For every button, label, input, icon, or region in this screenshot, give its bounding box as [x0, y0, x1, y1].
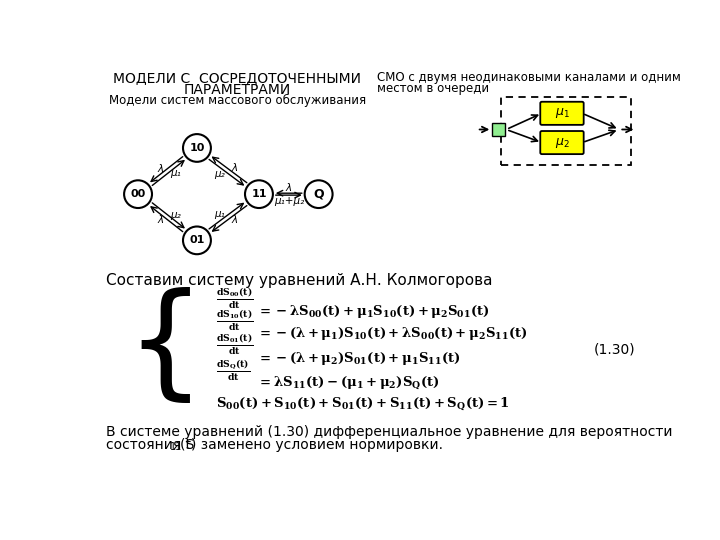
Text: Q: Q [313, 188, 324, 201]
Text: В системе уравнений (1.30) дифференциальное уравнение для вероятности: В системе уравнений (1.30) дифференциаль… [106, 425, 672, 439]
Circle shape [183, 226, 211, 254]
Bar [500, 97, 631, 165]
Text: $\mu_1$: $\mu_1$ [554, 106, 570, 120]
Text: 00: 00 [130, 189, 145, 199]
Text: λ: λ [158, 214, 164, 225]
Text: {: { [125, 287, 204, 408]
Text: μ₂: μ₂ [215, 169, 225, 179]
Text: 10: 10 [189, 143, 204, 153]
Text: $\mathbf{\frac{dS_{10}(t)}{dt}}$: $\mathbf{\frac{dS_{10}(t)}{dt}}$ [216, 308, 254, 333]
Text: Составим систему уравнений А.Н. Колмогорова: Составим систему уравнений А.Н. Колмогор… [106, 273, 492, 288]
Text: $\mathbf{= \lambda S_{11}(t)-(\mu_1+\mu_2)S_Q(t)}$: $\mathbf{= \lambda S_{11}(t)-(\mu_1+\mu_… [256, 375, 439, 392]
Text: $\mathbf{\frac{dS_{00}(t)}{dt}}$: $\mathbf{\frac{dS_{00}(t)}{dt}}$ [216, 287, 254, 311]
FancyBboxPatch shape [540, 102, 584, 125]
Text: μ₁: μ₁ [170, 168, 181, 178]
Circle shape [124, 180, 152, 208]
FancyBboxPatch shape [540, 131, 584, 154]
Text: $\mu_2$: $\mu_2$ [554, 136, 570, 150]
Text: λ: λ [286, 183, 292, 193]
Text: μ₁: μ₁ [215, 209, 225, 219]
Text: состояния S: состояния S [106, 438, 194, 453]
Text: λ: λ [231, 215, 238, 225]
Text: Модели систем массового обслуживания: Модели систем массового обслуживания [109, 94, 366, 107]
Circle shape [183, 134, 211, 162]
Circle shape [305, 180, 333, 208]
Text: 11: 11 [170, 442, 182, 452]
Text: λ: λ [158, 164, 164, 174]
Text: $\mathbf{= -(\lambda+\mu_1)S_{10}(t)+\lambda S_{00}(t)+\mu_2 S_{11}(t)}$: $\mathbf{= -(\lambda+\mu_1)S_{10}(t)+\la… [256, 325, 527, 342]
Bar [492, 123, 505, 136]
Text: $\mathbf{= -\lambda S_{00}(t)+\mu_1 S_{10}(t)+\mu_2 S_{01}(t)}$: $\mathbf{= -\lambda S_{00}(t)+\mu_1 S_{1… [256, 303, 489, 321]
Text: $\mathbf{= -(\lambda+\mu_2)S_{01}(t)+\mu_1 S_{11}(t)}$: $\mathbf{= -(\lambda+\mu_2)S_{01}(t)+\mu… [256, 350, 460, 367]
Text: $\mathbf{\frac{dS_{01}(t)}{dt}}$: $\mathbf{\frac{dS_{01}(t)}{dt}}$ [216, 333, 254, 357]
Text: μ₁+μ₂: μ₁+μ₂ [274, 196, 304, 206]
Text: (t) заменено условием нормировки.: (t) заменено условием нормировки. [180, 438, 443, 453]
Text: местом в очереди: местом в очереди [377, 82, 489, 94]
Text: 01: 01 [189, 235, 204, 245]
Circle shape [245, 180, 273, 208]
Text: 11: 11 [251, 189, 266, 199]
Text: СМО с двумя неодинаковыми каналами и одним: СМО с двумя неодинаковыми каналами и одн… [377, 71, 680, 84]
Text: (1.30): (1.30) [594, 343, 635, 357]
Text: μ₂: μ₂ [170, 210, 181, 220]
Text: $\mathbf{\frac{dS_Q(t)}{dt}}$: $\mathbf{\frac{dS_Q(t)}{dt}}$ [216, 358, 251, 383]
Text: λ: λ [231, 163, 238, 173]
Text: $\mathbf{S_{00}(t)+S_{10}(t)+S_{01}(t)+S_{11}(t)+S_Q(t)=1}$: $\mathbf{S_{00}(t)+S_{10}(t)+S_{01}(t)+S… [216, 396, 510, 413]
Text: МОДЕЛИ С  СОСРЕДОТОЧЕННЫМИ: МОДЕЛИ С СОСРЕДОТОЧЕННЫМИ [113, 71, 361, 85]
Text: ПАРАМЕТРАМИ: ПАРАМЕТРАМИ [184, 83, 291, 97]
